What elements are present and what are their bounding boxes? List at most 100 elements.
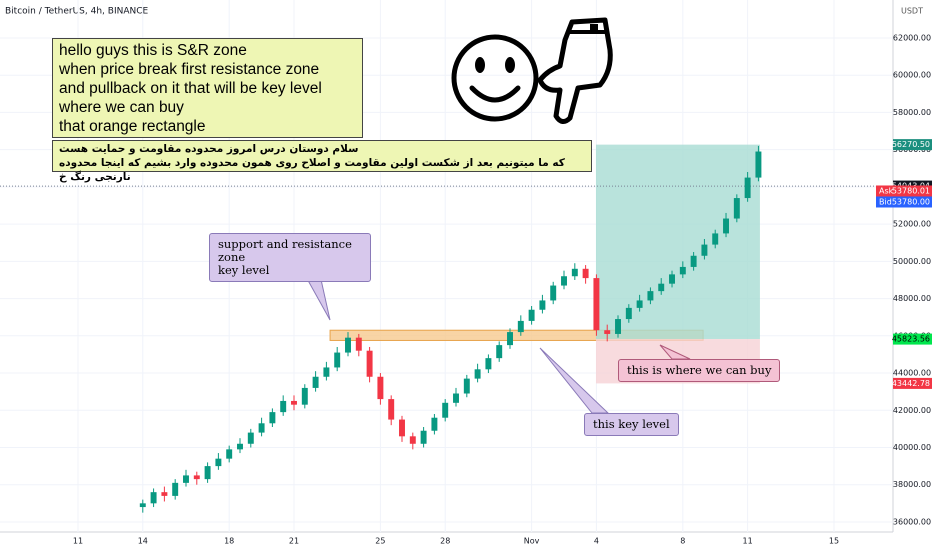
persian-note: سلام دوستان درس امروز محدوده مقاومت و حم… [52, 140, 592, 183]
candle-body [150, 492, 157, 504]
note-line: that orange rectangle [59, 118, 206, 135]
candle-body [334, 352, 341, 368]
candle-body [463, 378, 470, 394]
price-tag: 53780.01 [892, 186, 930, 195]
price-tag-bg [876, 185, 932, 197]
price-tag-bg [893, 333, 932, 345]
candle-body [431, 417, 438, 431]
hand-button [590, 24, 598, 32]
y-tick-label: 44000.00 [893, 369, 931, 378]
candle-body [561, 276, 567, 286]
candle-body [647, 291, 654, 301]
smiley-eye [475, 57, 485, 73]
note-line: support and resistance zone [218, 237, 352, 264]
candle-body [269, 412, 276, 424]
candle-body [636, 300, 643, 308]
x-tick-label: 15 [829, 537, 839, 546]
candle-body [571, 268, 578, 277]
x-tick-label: 8 [680, 537, 685, 546]
y-tick-label: 52000.00 [893, 220, 931, 229]
candle-body [215, 458, 222, 467]
price-tag-bg [876, 196, 932, 208]
note-line: که ما میتونیم بعد از شکست اولین مقاومت و… [59, 157, 565, 183]
candle-body [301, 387, 308, 405]
y-tick-label: 38000.00 [893, 480, 931, 489]
zone [595, 144, 760, 340]
candle-body [345, 337, 351, 353]
callout-text: this key level [593, 417, 670, 431]
x-tick-label: 28 [440, 537, 450, 546]
callout-zone: support and resistance zone key level [209, 233, 371, 282]
candle-body [280, 400, 287, 413]
candle-body [409, 436, 416, 444]
price-axis-bg [893, 0, 932, 550]
candle-body [204, 466, 211, 480]
x-tick-label: 4 [594, 537, 599, 546]
candle-body [679, 266, 686, 275]
candle-body [388, 399, 395, 420]
price-tag-bg [893, 139, 932, 151]
candle-body [355, 337, 362, 351]
english-note: hello guys this is S&R zone when price br… [52, 38, 363, 138]
x-tick-label: 11 [73, 537, 83, 546]
candle-body [733, 198, 740, 219]
x-tick-label: 18 [224, 537, 234, 546]
price-tag-bg [893, 377, 932, 389]
price-tag: 56270.50 [892, 140, 930, 149]
candle-body [172, 482, 179, 496]
price-tag: 43442.78 [892, 379, 930, 388]
currency: USDT [901, 7, 923, 16]
candle-body [258, 423, 265, 433]
candle-body [550, 285, 557, 301]
y-tick-label: 62000.00 [893, 33, 931, 42]
candle-body [161, 492, 168, 496]
smiley-mouth [469, 85, 521, 103]
candle-body [744, 177, 751, 199]
y-tick-label: 36000.00 [893, 517, 931, 526]
candle-body [604, 330, 611, 334]
y-tick-label: 48000.00 [893, 294, 931, 303]
smiley-face [451, 34, 539, 122]
candle-body [442, 402, 449, 418]
price-tag-name: Bid [879, 197, 892, 206]
pointing-hand [537, 17, 613, 124]
candle-body [183, 475, 189, 483]
candle-body [539, 300, 546, 310]
candle-body [226, 449, 233, 459]
emoji [451, 17, 613, 124]
chart-title: Bitcoin / TetherUS, 4h, BINANCE [5, 7, 149, 17]
note-line: where we can buy [59, 99, 184, 116]
candle-body [291, 400, 297, 405]
candle-body [582, 268, 589, 279]
y-tick-label: 40000.00 [893, 443, 931, 452]
candle-body [399, 419, 405, 437]
candle-body [712, 233, 719, 245]
candle-body [247, 432, 254, 444]
callout-key: this key level [584, 413, 679, 436]
x-tick-label: 21 [289, 537, 299, 546]
candle-body [625, 307, 632, 320]
callout-text: this is where we can buy [627, 363, 772, 377]
callout-buy: this is where we can buy [618, 359, 781, 382]
candle-body [658, 283, 665, 292]
note-line: key level [218, 263, 270, 277]
note-line: and pullback on it that will be key leve… [59, 80, 322, 97]
candle-body [453, 393, 459, 403]
candle-body [377, 376, 384, 400]
price-tag: 53780.00 [892, 197, 930, 206]
note-line: hello guys this is S&R zone [59, 42, 247, 59]
candle-body [517, 320, 524, 333]
candle-body [723, 218, 729, 234]
price-tag: 45823.56 [892, 335, 930, 344]
y-tick-label: 60000.00 [893, 71, 931, 80]
y-tick-label: 50000.00 [893, 257, 931, 266]
candle-body [755, 151, 762, 178]
candle-body [669, 274, 675, 284]
smiley-eye [505, 57, 515, 73]
candle-body [366, 350, 373, 377]
x-tick-label: 11 [743, 537, 753, 546]
candle-body [312, 376, 319, 388]
note-line: when price break first resistance zone [59, 61, 320, 78]
candle-body [139, 503, 146, 508]
